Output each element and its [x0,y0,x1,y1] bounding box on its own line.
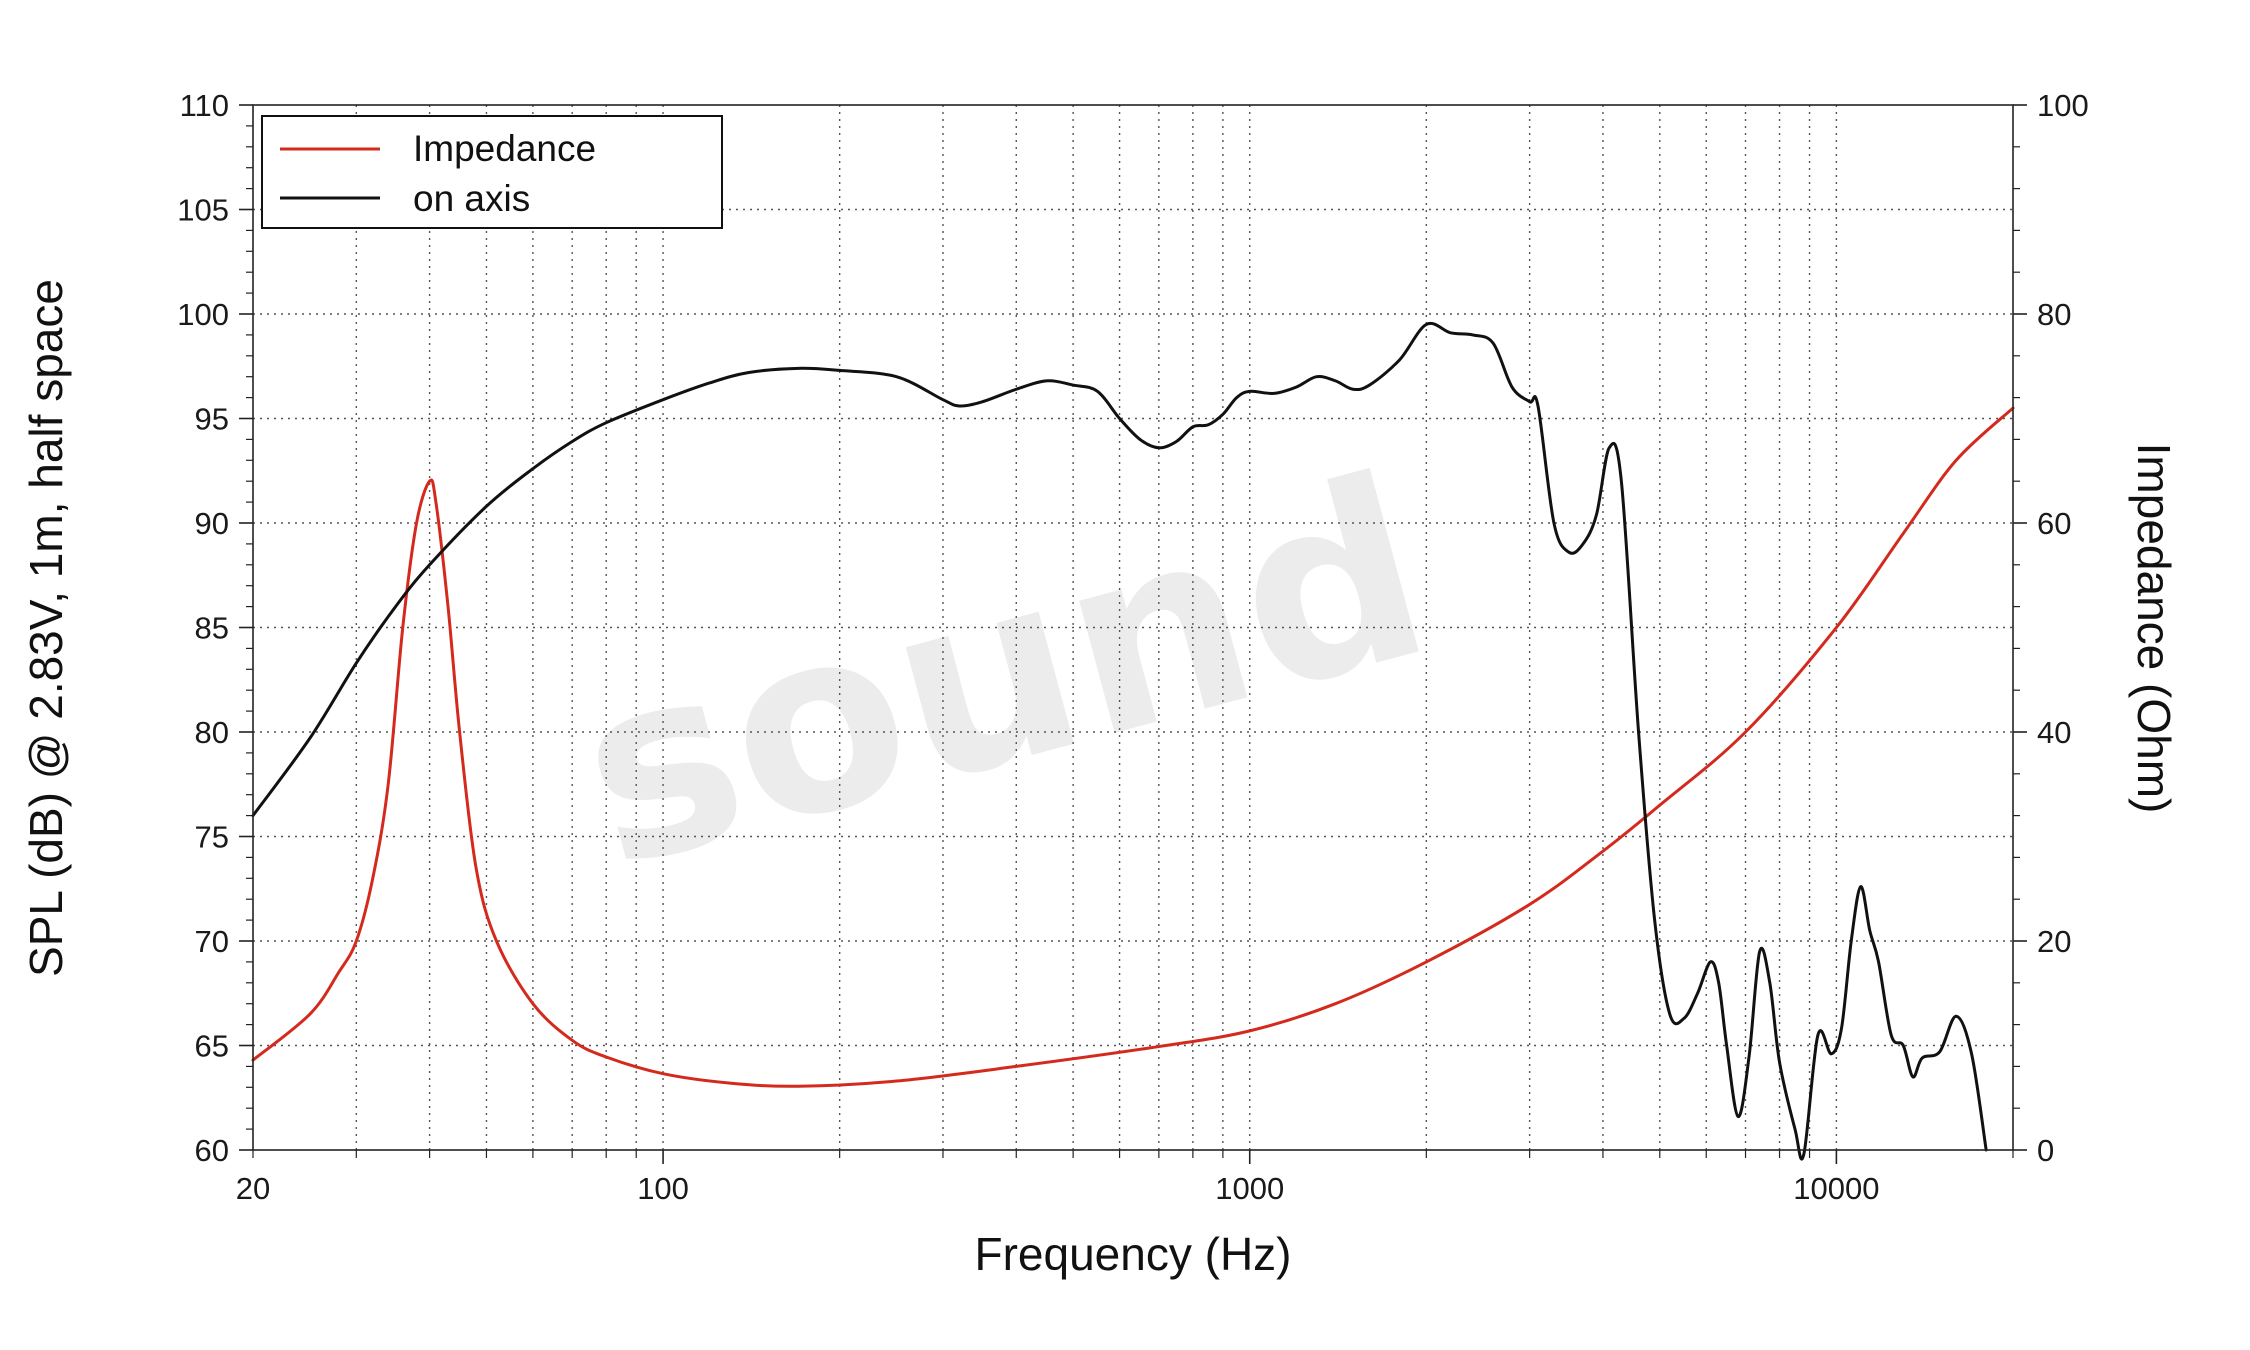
series-line-impedance [251,406,2015,1088]
left-tick-label: 70 [195,924,229,959]
left-tick-label: 60 [195,1133,229,1168]
series-layer [251,321,2015,1161]
legend: Impedance on axis [261,115,723,229]
left-tick-label: 100 [177,297,229,332]
right-tick-label: 40 [2037,715,2071,750]
legend-box [261,115,723,229]
x-axis-ticks: 20 100 1000 10000 [236,1150,2014,1206]
right-tick-label: 20 [2037,924,2071,959]
series-line-on-axis [251,321,1988,1161]
right-tick-label: 0 [2037,1133,2054,1168]
x-axis-title: Frequency (Hz) [975,1228,1292,1280]
right-axis-ticks: 0 20 40 60 80 100 [2013,88,2089,1168]
left-tick-label: 90 [195,506,229,541]
left-tick-label: 65 [195,1029,229,1064]
right-tick-label: 80 [2037,297,2071,332]
legend-label-impedance: Impedance [413,128,596,169]
left-tick-label: 75 [195,820,229,855]
x-tick-label: 1000 [1215,1171,1284,1206]
left-tick-label: 110 [180,88,229,123]
x-tick-label: 10000 [1793,1171,1879,1206]
legend-label-on-axis: on axis [413,178,530,219]
left-tick-label: 95 [195,402,229,437]
left-axis-ticks: 60 65 70 75 80 85 90 95 100 105 110 [177,88,253,1168]
plot-frame [252,104,2014,1151]
x-tick-label: 20 [236,1171,270,1206]
right-tick-label: 100 [2037,88,2089,123]
left-axis-title: SPL (dB) @ 2.83V, 1m, half space [20,279,72,977]
right-axis-title: Impedance (Ohm) [2128,443,2180,814]
right-tick-label: 60 [2037,506,2071,541]
left-tick-label: 105 [177,193,229,228]
x-tick-label: 100 [637,1171,689,1206]
left-tick-label: 80 [195,715,229,750]
watermark-logo: sound [553,422,1455,924]
left-tick-label: 85 [195,611,229,646]
